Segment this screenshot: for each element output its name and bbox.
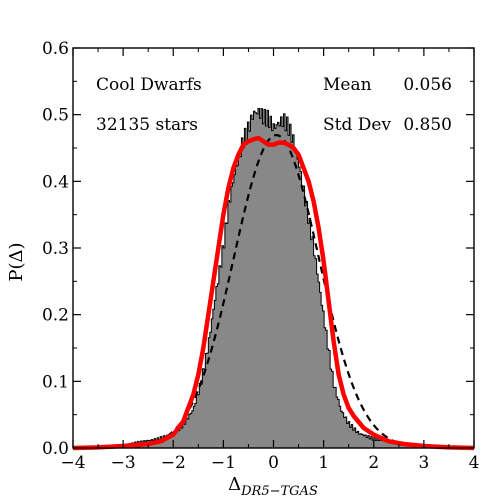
y-tick-label: 0.5 [42,106,69,126]
annotation-star-count: 32135 stars [96,115,198,135]
annotation-mean-value: 0.056 [403,75,452,95]
x-tick-label: 1 [318,453,329,473]
y-tick-label: 0.0 [42,439,69,459]
x-axis-label: ΔDR5−TGAS [228,474,318,499]
x-tick-label: −3 [111,453,136,473]
x-tick-label: 0 [268,453,279,473]
y-tick-label: 0.1 [42,372,69,392]
x-axis-label-sub: DR5−TGAS [240,484,318,499]
x-tick-label: 2 [368,453,379,473]
annotation-group-name: Cool Dwarfs [96,75,202,95]
x-tick-label: −4 [60,453,85,473]
x-axis-label-main: Δ [228,474,241,495]
plot-area [72,108,475,451]
y-tick-label: 0.3 [42,239,69,259]
x-tick-label: 3 [418,453,429,473]
x-tick-label: −1 [211,453,236,473]
y-tick-label: 0.6 [42,39,69,59]
annotation-std-label: Std Dev [323,115,391,135]
x-axis: −4 −3 −2 −1 0 1 2 3 4 [60,48,479,473]
y-axis: 0.0 0.1 0.2 0.3 0.4 0.5 0.6 [42,39,474,459]
y-tick-label: 0.4 [42,172,69,192]
y-axis-label: P(Δ) [6,242,27,281]
annotation-std-value: 0.850 [403,115,452,135]
x-tick-label: −2 [161,453,186,473]
histogram-fill [73,108,475,449]
annotation-mean-label: Mean [323,75,372,95]
x-tick-label: 4 [469,453,480,473]
fit-red-line [72,135,475,451]
y-tick-label: 0.2 [42,306,69,326]
